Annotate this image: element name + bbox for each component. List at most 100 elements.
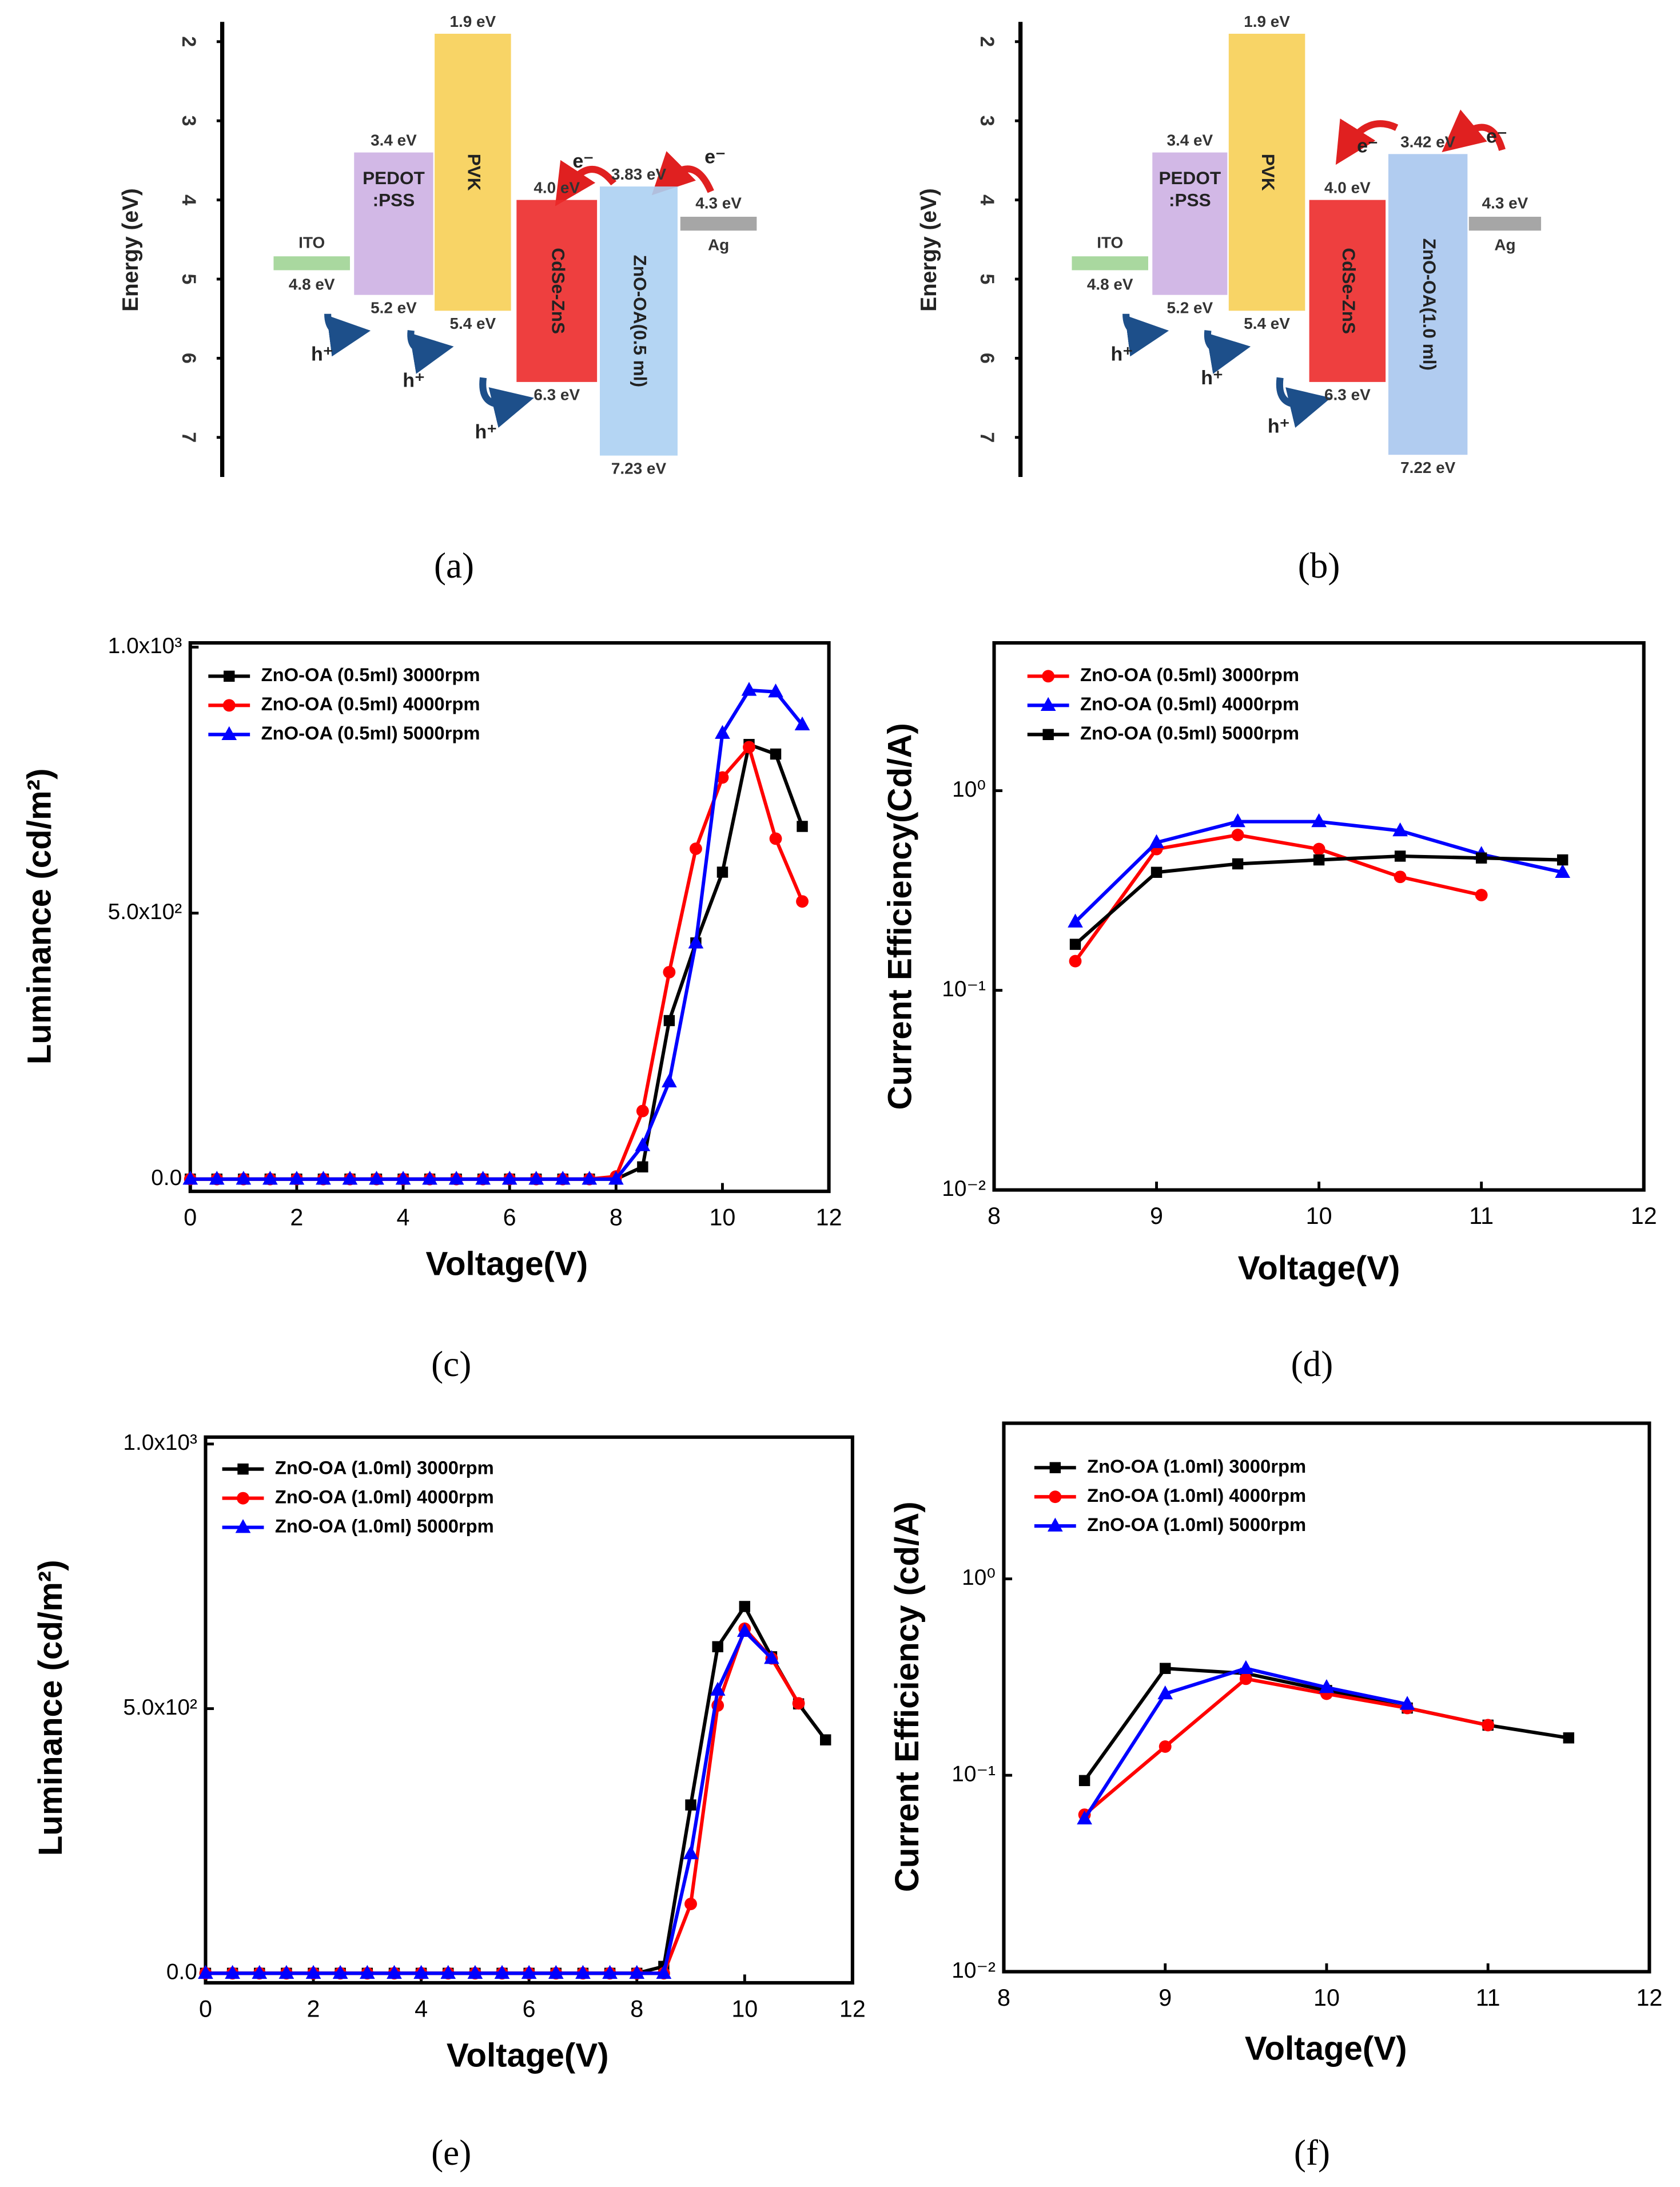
x-tick-label: 8 [988,1203,1001,1229]
layer-name: ITO [1097,234,1123,252]
y-tick-label: 4 [178,194,200,205]
x-tick-label: 10 [1313,1985,1340,2011]
legend-label: ZnO-OA (0.5ml) 3000rpm [1080,664,1299,685]
marker [1157,1685,1173,1700]
marker [395,1171,411,1185]
marker [794,716,810,731]
legend-label: ZnO-OA (0.5ml) 5000rpm [261,722,480,743]
level-label: 1.9 eV [1244,13,1290,30]
marker [684,1898,697,1910]
hole-arrow [1276,377,1331,428]
marker [198,1965,213,1979]
legend-marker [1042,670,1055,683]
y-tick-label: 2 [178,36,200,47]
marker [359,1965,375,1979]
x-tick-label: 6 [523,1995,536,2022]
legend-label: ZnO-OA (1.0ml) 5000rpm [275,1515,494,1536]
carrier-label: e⁻ [704,146,726,168]
layer-name: :PSS [1169,190,1211,210]
y-axis-label: Energy (eV) [118,188,143,312]
x-tick-label: 12 [816,1204,842,1231]
y-tick-label: 10⁻² [952,1958,996,1983]
y-tick-label: 1.0x10³ [108,634,182,658]
legend-marker [224,670,235,682]
marker [663,1015,675,1027]
x-tick-label: 11 [1469,1203,1494,1229]
level-label: 4.0 eV [534,179,580,197]
marker [743,741,755,754]
x-tick-label: 4 [415,1995,428,2022]
marker [289,1171,305,1185]
x-tick-label: 8 [997,1985,1010,2011]
marker [636,1104,649,1118]
marker [1069,939,1081,950]
legend-label: ZnO-OA (1.0ml) 4000rpm [275,1486,494,1507]
y-tick-label: 6 [976,353,998,364]
level-label: 3.4 eV [371,132,417,149]
x-tick-label: 0 [199,1995,212,2022]
energy-level [1468,216,1542,231]
energy-layer [1152,152,1228,295]
marker [1392,822,1408,837]
x-tick-label: 12 [839,1995,866,2022]
y-tick-label: 7 [178,432,200,443]
x-tick-label: 2 [290,1204,303,1231]
marker [575,1965,591,1979]
marker [467,1965,483,1979]
marker [1068,913,1083,928]
energy-layer [599,186,678,456]
marker [369,1171,384,1185]
marker [770,748,782,760]
level-label: 3.83 eV [611,165,667,183]
y-tick-label: 6 [178,353,200,364]
y-tick-label: 10⁻¹ [942,977,986,1001]
marker [440,1965,456,1979]
series-line [1074,854,1563,946]
carrier-label: h⁺ [1268,416,1290,438]
marker [1555,864,1571,878]
y-tick-label: 10⁰ [952,777,986,802]
marker [737,1623,753,1637]
x-tick-label: 9 [1150,1203,1163,1229]
y-axis-label: Current Efficiency(Cd/A) [882,723,919,1110]
carrier-label: h⁺ [1201,367,1223,389]
level-label: 5.4 eV [449,315,496,332]
y-tick-label: 0.0 [151,1166,182,1190]
marker [305,1965,321,1979]
marker [1399,1696,1415,1710]
x-axis-label: Voltage(V) [1245,2030,1407,2067]
level-label: 3.42 eV [1400,133,1456,150]
legend-label: ZnO-OA (1.0ml) 5000rpm [1087,1514,1306,1535]
marker [819,1734,831,1745]
y-tick-label: 2 [976,36,998,47]
marker [501,1171,517,1185]
marker [1077,1810,1092,1825]
legend-marker [1040,697,1056,711]
energy-layer [354,152,433,295]
marker [422,1171,437,1185]
marker [1556,854,1568,866]
series-line [1074,833,1482,963]
legend-label: ZnO-OA (0.5ml) 4000rpm [1080,693,1299,714]
legend-marker [1047,1517,1063,1532]
marker [528,1171,544,1185]
marker [608,1171,624,1185]
marker [555,1171,571,1185]
energy-layer [1228,33,1305,311]
legend-marker [237,1463,249,1475]
layer-name: PVK [464,154,484,191]
y-tick-label: 3 [976,116,998,126]
energy-layer [435,33,511,311]
marker [494,1965,510,1979]
caption: (a) [434,546,474,586]
y-tick-label: 10⁰ [962,1565,996,1590]
series-line [1083,1667,1408,1820]
marker [1312,842,1325,856]
marker [413,1965,429,1979]
y-tick-label: 10⁻² [942,1176,986,1201]
marker [710,1681,726,1696]
legend-label: ZnO-OA (0.5ml) 4000rpm [261,693,480,714]
level-label: 4.8 eV [289,276,335,293]
legend-label: ZnO-OA (0.5ml) 5000rpm [1080,722,1299,743]
layer-name: PVK [1258,154,1279,191]
